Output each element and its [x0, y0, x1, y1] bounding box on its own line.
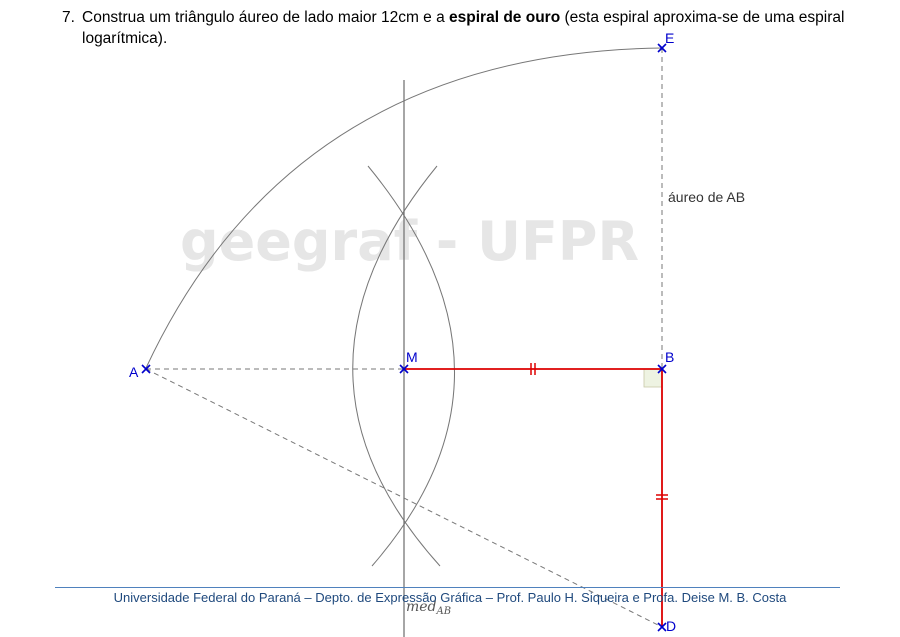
- point-E-marker: [657, 43, 667, 53]
- exercise-text-start: Construa um triângulo áureo de lado maio…: [82, 9, 450, 26]
- construction-arc-left: [352, 165, 441, 567]
- construction-arc-right: [367, 165, 455, 567]
- point-A-marker: [141, 364, 151, 374]
- equal-tick-BD: [656, 494, 668, 500]
- point-B-marker: [657, 364, 667, 374]
- footer-credits: Universidade Federal do Paraná – Depto. …: [113, 590, 787, 605]
- exercise-statement: 7. Construa um triângulo áureo de lado m…: [62, 7, 862, 49]
- exercise-bold-term: espiral de ouro: [449, 9, 561, 26]
- point-M-marker: [399, 364, 409, 374]
- exercise-number: 7.: [62, 9, 75, 26]
- label-point-D: D: [666, 618, 676, 634]
- exercise-text-end: (esta espiral aproxima-se de uma espiral…: [82, 9, 845, 47]
- label-point-B: B: [665, 349, 674, 365]
- watermark: geegraf - UFPR: [180, 210, 639, 273]
- label-bisector-sub: AB: [436, 606, 452, 617]
- golden-arc: [145, 47, 663, 369]
- equal-tick-MB: [530, 363, 536, 375]
- exercise-text: Construa um triângulo áureo de lado maio…: [82, 7, 862, 49]
- label-point-A: A: [129, 364, 139, 380]
- point-D-marker: [657, 622, 667, 632]
- point-markers: [141, 43, 667, 632]
- label-bisector-main: med: [406, 599, 437, 615]
- label-bisector: medAB: [406, 599, 451, 617]
- label-point-E: E: [665, 30, 674, 46]
- footer-divider: [55, 587, 840, 588]
- label-point-M: M: [406, 349, 418, 365]
- segment-AD-dashed: [145, 368, 663, 628]
- label-golden-AB: áureo de AB: [668, 189, 745, 205]
